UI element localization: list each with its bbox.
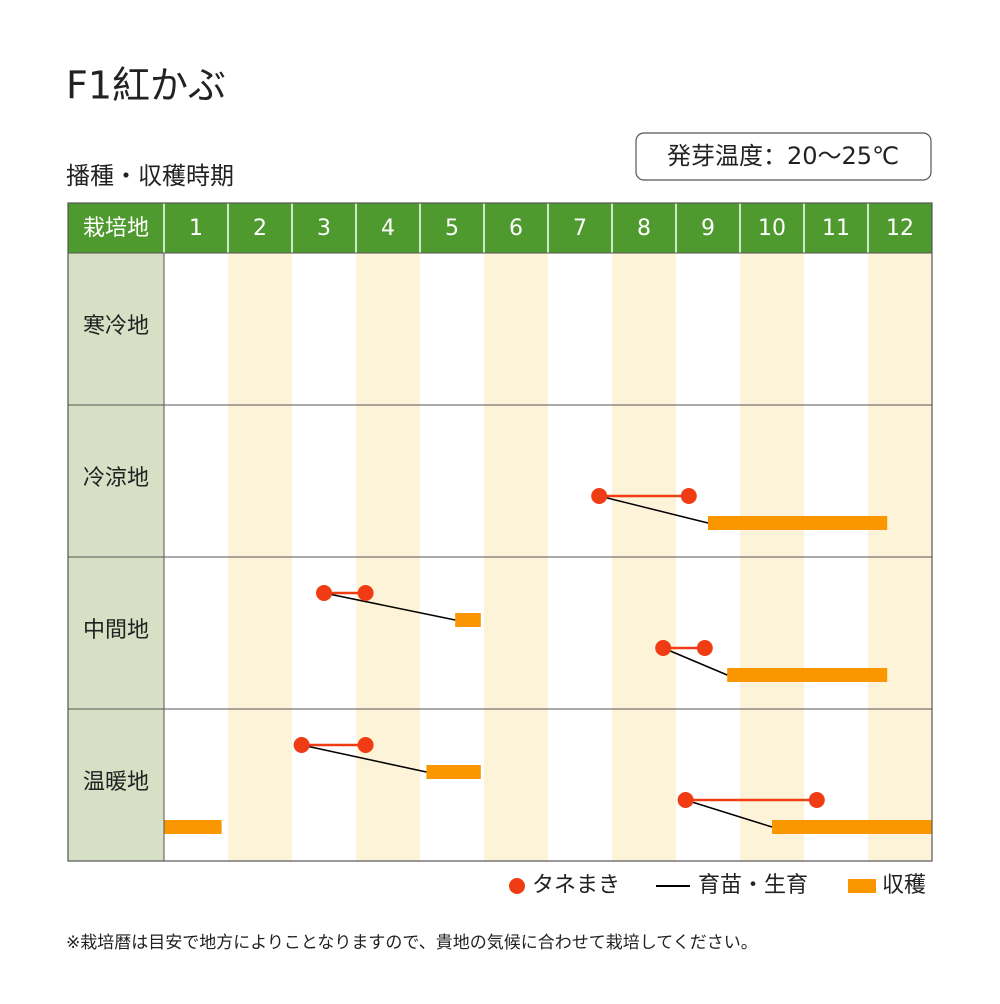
month-label: 2 [253,216,267,241]
header-bg [68,203,932,253]
harvest-bar [164,820,222,834]
month-label: 6 [509,216,523,241]
month-label: 11 [822,216,850,241]
badge-box [635,132,932,181]
harvest-bar [708,516,888,530]
grow-line [685,799,773,828]
legend-harvest-icon [848,879,876,893]
badge: 発芽温度：20～25℃ [667,142,899,170]
month-label: 4 [381,216,395,241]
month-label: 8 [637,216,651,241]
table-border [67,202,933,862]
harvest-bar [426,765,481,779]
grow-line [323,592,456,621]
title: F1紅かぶ [66,64,226,108]
sow-dot [591,488,608,504]
harvest-bar [772,820,932,834]
month-label: 12 [886,216,914,241]
sow-dot [357,737,374,753]
sow-dot [293,737,310,753]
sow-dot [696,640,713,656]
harvest-bar [727,668,888,682]
region-label: 寒冷地 [83,314,149,339]
sow-dot [357,585,374,601]
month-label: 10 [758,216,786,241]
grow-line [599,495,709,524]
harvest-bar [455,613,481,627]
sow-dot [680,488,697,504]
sow-dot [808,792,825,808]
sow-dot [655,640,672,656]
grow-line [301,744,427,773]
month-label: 7 [573,216,587,241]
grow-line [662,647,728,676]
month-label: 1 [189,216,203,241]
subtitle: 播種・収穫時期 [66,162,234,190]
legend-harvest: 収穫 [882,873,926,898]
month-label: 3 [317,216,331,241]
month-label: 9 [701,216,715,241]
region-label: 冷涼地 [83,466,149,491]
legend-sow: タネまき [532,873,620,898]
legend-sow-icon [509,878,525,894]
sow-dot [316,585,332,601]
sow-dot [677,792,694,808]
region-label: 中間地 [83,618,149,643]
legend-grow: 育苗・生育 [698,873,808,898]
region-label: 温暖地 [83,770,149,795]
month-label: 5 [445,216,459,241]
corner-label: 栽培地 [83,216,149,241]
note: ※栽培暦は目安で地方によりことなりますので、貴地の気候に合わせて栽培してください… [66,933,758,953]
